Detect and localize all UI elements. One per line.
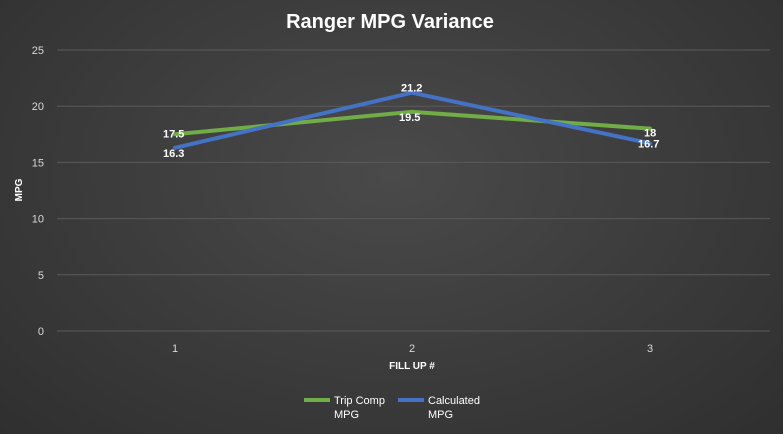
y-tick-label: 5: [38, 270, 44, 282]
data-label: 16.7: [638, 138, 659, 150]
legend-label: MPG: [428, 409, 453, 421]
series-line-trip-comp-mpg: [173, 109, 652, 137]
x-axis-tick-labels: 1 2 3: [172, 343, 653, 355]
y-tick-label: 20: [32, 101, 44, 113]
legend-label: MPG: [334, 409, 359, 421]
y-tick-label: 0: [38, 326, 44, 338]
chart-title: Ranger MPG Variance: [286, 11, 494, 33]
y-axis-title: MPG: [14, 178, 25, 201]
y-tick-label: 25: [32, 45, 44, 57]
gridlines: [57, 49, 770, 332]
data-label: 17.5: [163, 128, 184, 140]
x-tick-label: 3: [647, 343, 653, 355]
data-label: 18: [644, 128, 656, 140]
y-tick-label: 10: [32, 214, 44, 226]
x-tick-label: 1: [172, 343, 178, 355]
data-label: 16.3: [163, 148, 184, 160]
legend-label: Calculated: [428, 395, 480, 407]
data-labels: 17.5 19.5 18 16.3 21.2 16.7: [163, 83, 659, 160]
series-line-calculated-mpg: [173, 90, 652, 150]
data-label: 21.2: [401, 83, 422, 95]
x-axis-title: FILL UP #: [389, 361, 435, 372]
legend: Trip Comp MPG Calculated MPG: [304, 395, 480, 421]
series-lines: [173, 90, 652, 150]
y-tick-label: 15: [32, 157, 44, 169]
data-label: 19.5: [399, 112, 420, 124]
y-axis-tick-labels: 0 5 10 15 20 25: [32, 45, 44, 338]
legend-label: Trip Comp: [334, 395, 385, 407]
x-tick-label: 2: [409, 343, 415, 355]
legend-item: Calculated MPG: [398, 395, 480, 421]
legend-item: Trip Comp MPG: [304, 395, 385, 421]
